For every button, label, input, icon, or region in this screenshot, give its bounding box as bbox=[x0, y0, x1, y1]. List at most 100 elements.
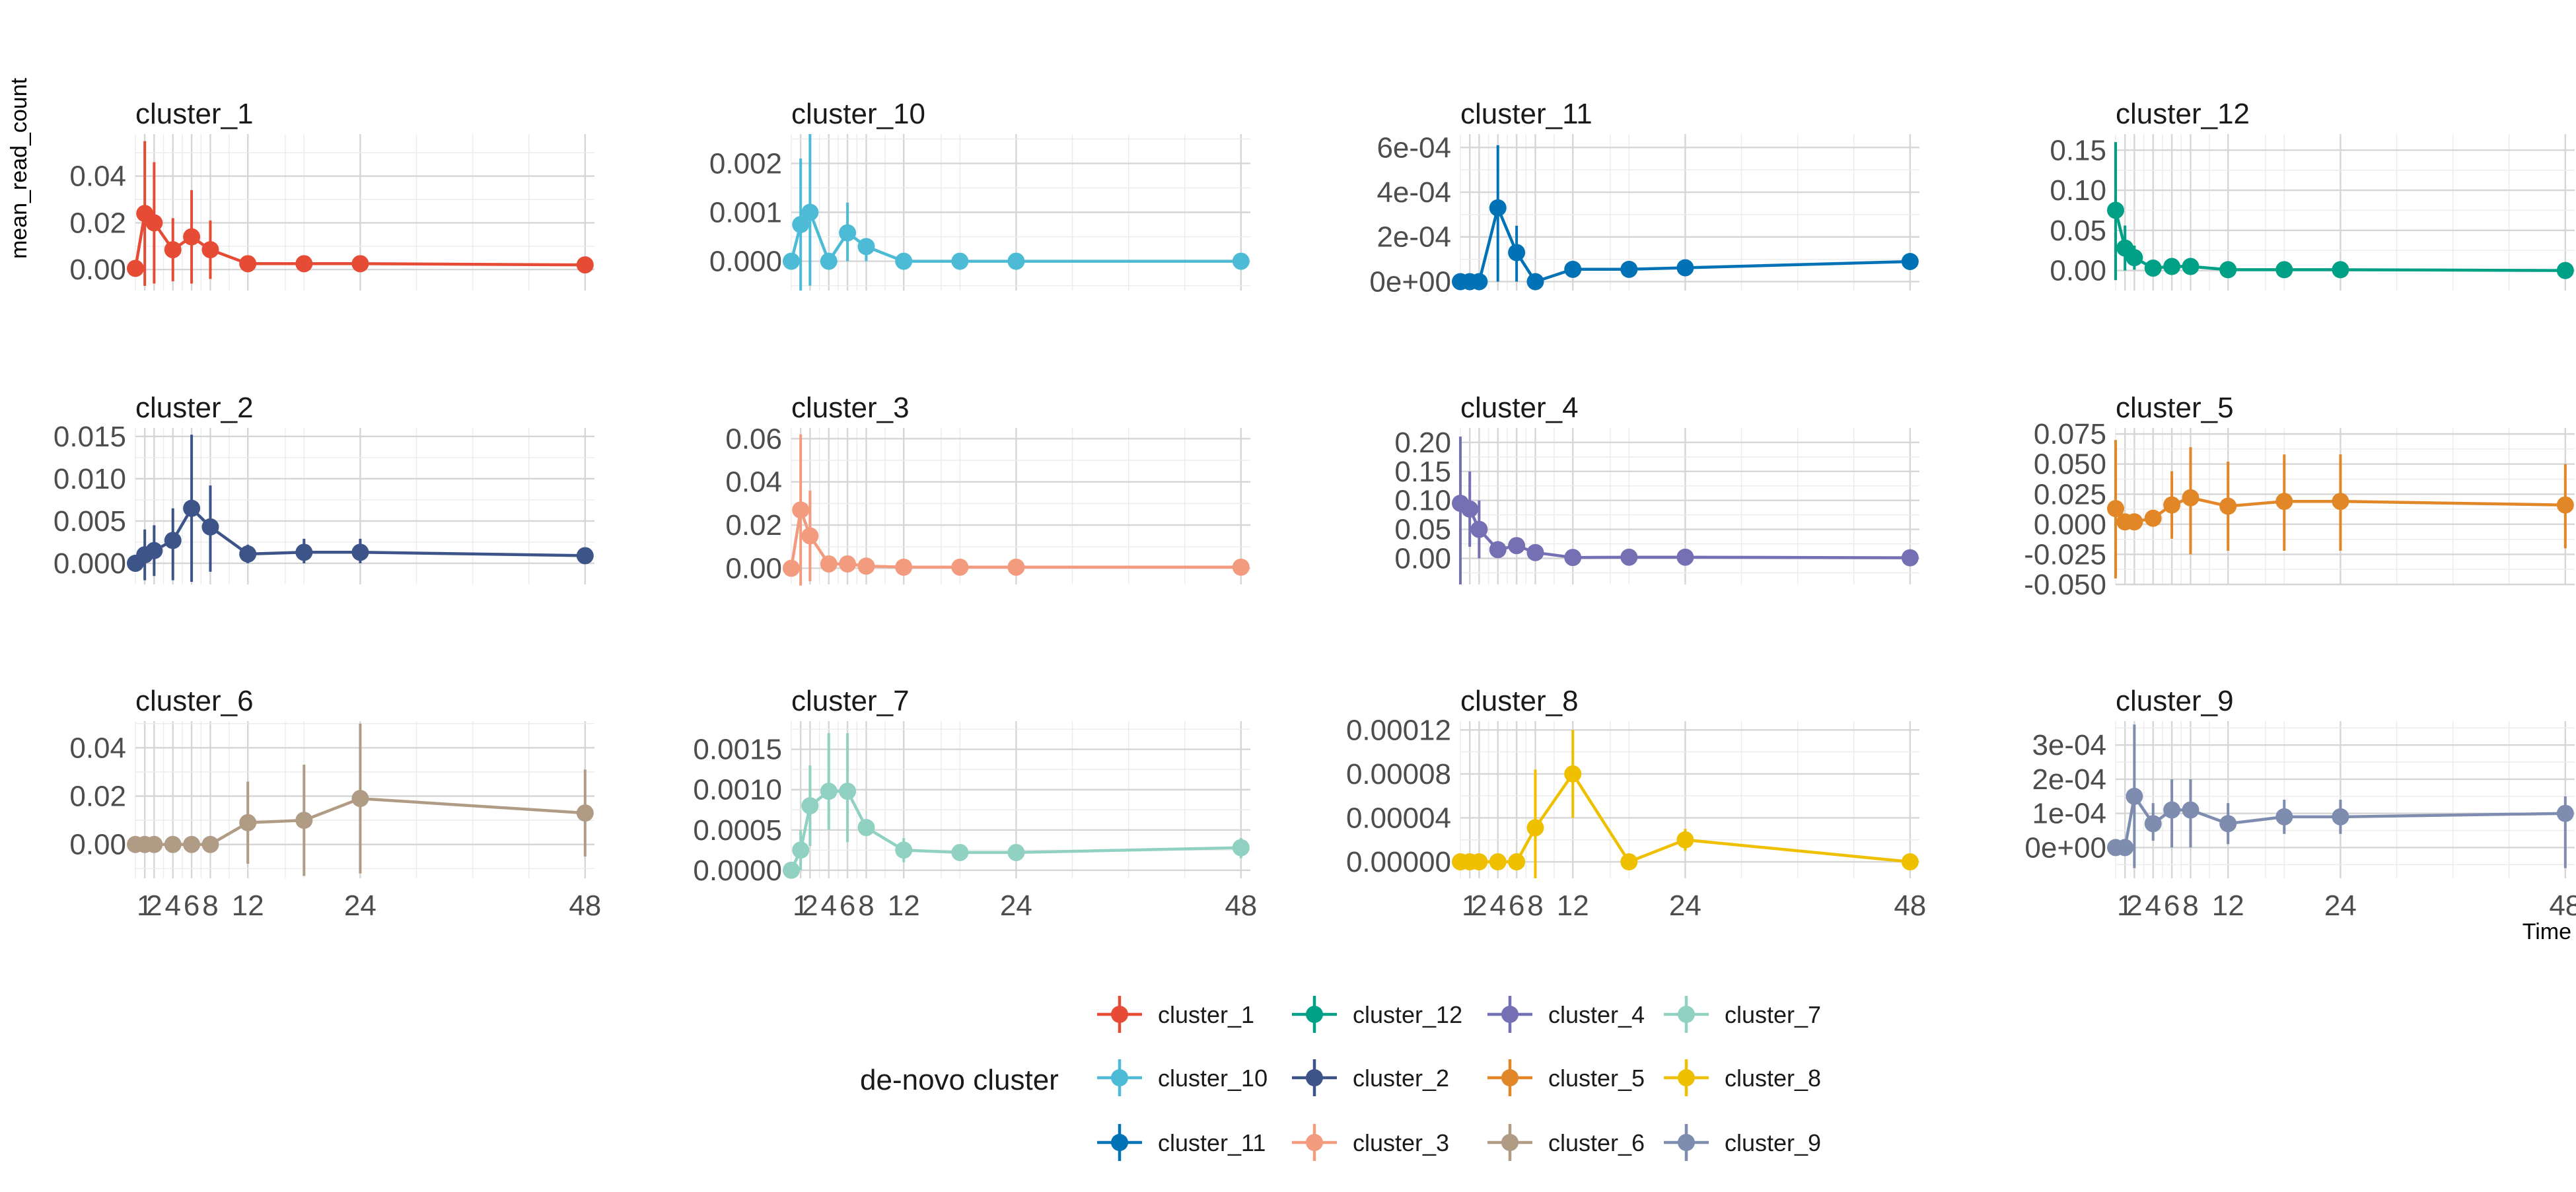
x-tick-label: 48 bbox=[1894, 890, 1926, 922]
y-tick-label: 0.000 bbox=[2034, 508, 2106, 541]
data-point bbox=[895, 841, 913, 859]
data-point bbox=[2275, 261, 2293, 279]
legend-item-cluster-11: cluster_11 bbox=[1097, 1124, 1266, 1161]
panel-cluster-12: cluster_12 0.00 0.05 0.10 0.15 bbox=[2050, 98, 2575, 291]
data-point bbox=[1676, 548, 1694, 566]
panel-title: cluster_2 bbox=[135, 392, 254, 424]
legend-label: cluster_2 bbox=[1353, 1065, 1449, 1092]
y-tick-label: 0.15 bbox=[2050, 134, 2106, 166]
data-point bbox=[2332, 808, 2349, 825]
x-tick-label: 2 bbox=[2126, 890, 2142, 922]
panel-title: cluster_4 bbox=[1460, 392, 1579, 424]
data-point bbox=[2126, 249, 2143, 267]
x-tick-label: 8 bbox=[1527, 890, 1543, 922]
data-point bbox=[2275, 493, 2293, 510]
y-tick-label: 0.00 bbox=[1394, 543, 1451, 575]
legend-item-cluster-7: cluster_7 bbox=[1664, 996, 1821, 1033]
data-point bbox=[857, 819, 875, 837]
x-tick-label: 2 bbox=[802, 890, 818, 922]
facet-panels: cluster_1 0.00 0.02 0.04 cluster_10 0.000 0.00… bbox=[54, 98, 2576, 922]
x-tick-label: 12 bbox=[1557, 890, 1589, 922]
data-point bbox=[1620, 853, 1638, 871]
x-tick-label: 4 bbox=[2145, 890, 2161, 922]
data-point bbox=[2163, 496, 2181, 514]
y-tick-label: 0.20 bbox=[1394, 427, 1451, 459]
data-point bbox=[295, 255, 313, 273]
y-tick-label: 0.001 bbox=[709, 197, 782, 229]
data-point bbox=[2332, 261, 2349, 279]
y-tick-label: 0.0015 bbox=[693, 734, 782, 766]
y-tick-label: 1e-04 bbox=[2032, 798, 2106, 830]
y-tick-label: 2e-04 bbox=[2032, 763, 2106, 796]
legend-label: cluster_6 bbox=[1548, 1129, 1645, 1156]
panel-cluster-3: cluster_3 0.00 0.02 0.04 0.06 bbox=[725, 392, 1250, 586]
data-point bbox=[839, 224, 857, 242]
x-tick-label: 4 bbox=[1489, 890, 1505, 922]
y-tick-label: 0.050 bbox=[2034, 448, 2106, 481]
y-tick-label: 0.05 bbox=[2050, 215, 2106, 247]
data-point bbox=[1676, 831, 1694, 849]
panel-cluster-5: cluster_5 -0.050-0.0250.0000.0250.0500.07… bbox=[2024, 392, 2575, 601]
legend-label: cluster_1 bbox=[1158, 1001, 1254, 1028]
data-point bbox=[1901, 252, 1919, 270]
legend-item-cluster-4: cluster_4 bbox=[1487, 996, 1645, 1033]
data-point bbox=[895, 558, 913, 576]
data-point bbox=[1508, 537, 1526, 555]
y-tick-label: 4e-04 bbox=[1377, 176, 1451, 209]
y-tick-label: 0.10 bbox=[1394, 485, 1451, 517]
y-tick-label: 0.10 bbox=[2050, 174, 2106, 207]
data-point bbox=[351, 543, 369, 561]
legend-key-point bbox=[1678, 1006, 1695, 1023]
data-point bbox=[792, 841, 810, 859]
data-point bbox=[1489, 541, 1507, 559]
legend-item-cluster-12: cluster_12 bbox=[1292, 996, 1462, 1033]
y-axis-title: mean_read_count bbox=[7, 77, 32, 259]
data-point bbox=[2107, 201, 2124, 219]
data-point bbox=[2219, 261, 2237, 279]
data-point bbox=[2126, 513, 2143, 531]
legend-key-point bbox=[1678, 1069, 1695, 1086]
legend-key-point bbox=[1678, 1134, 1695, 1151]
legend-label: cluster_4 bbox=[1548, 1001, 1645, 1028]
data-point bbox=[183, 835, 201, 853]
data-point bbox=[951, 843, 969, 861]
data-point bbox=[351, 255, 369, 273]
data-point bbox=[2144, 815, 2162, 833]
panel-cluster-11: cluster_11 0e+00 2e-04 4e-04 6e-04 bbox=[1369, 98, 1919, 298]
legend-label: cluster_9 bbox=[1725, 1129, 1821, 1156]
data-point bbox=[801, 797, 819, 815]
data-point bbox=[1901, 853, 1919, 871]
legend-label: cluster_12 bbox=[1353, 1001, 1462, 1028]
x-tick-label: 1 bbox=[793, 890, 808, 922]
panel-title: cluster_9 bbox=[2116, 685, 2234, 717]
y-tick-label: 0.025 bbox=[2034, 478, 2106, 510]
data-point bbox=[820, 555, 838, 573]
data-point bbox=[951, 558, 969, 576]
data-point bbox=[1564, 549, 1582, 567]
y-tick-label: 0.00004 bbox=[1346, 802, 1451, 834]
panel-title: cluster_5 bbox=[2116, 392, 2234, 424]
data-point bbox=[2275, 808, 2293, 825]
data-point bbox=[164, 532, 182, 549]
y-tick-label: 6e-04 bbox=[1377, 131, 1451, 164]
data-point bbox=[145, 835, 163, 853]
legend-item-cluster-6: cluster_6 bbox=[1487, 1124, 1645, 1161]
y-tick-label: 0.06 bbox=[725, 423, 782, 455]
panel-cluster-4: cluster_4 0.000.050.100.150.20 bbox=[1394, 392, 1919, 584]
panel-title: cluster_6 bbox=[135, 685, 254, 717]
y-tick-label: 0.02 bbox=[69, 781, 126, 813]
data-point bbox=[1564, 765, 1582, 783]
y-tick-label: 0.00012 bbox=[1346, 714, 1451, 746]
panel-title: cluster_12 bbox=[2116, 98, 2250, 130]
y-tick-label: 0.05 bbox=[1394, 514, 1451, 546]
data-point bbox=[1232, 839, 1250, 857]
y-tick-label: 0.00000 bbox=[1346, 846, 1451, 878]
panel-title: cluster_1 bbox=[135, 98, 254, 130]
y-tick-label: -0.025 bbox=[2024, 538, 2106, 571]
legend-key-point bbox=[1111, 1006, 1128, 1023]
data-point bbox=[783, 252, 800, 270]
data-point bbox=[1620, 260, 1638, 278]
panel-cluster-1: cluster_1 0.00 0.02 0.04 bbox=[69, 98, 594, 291]
